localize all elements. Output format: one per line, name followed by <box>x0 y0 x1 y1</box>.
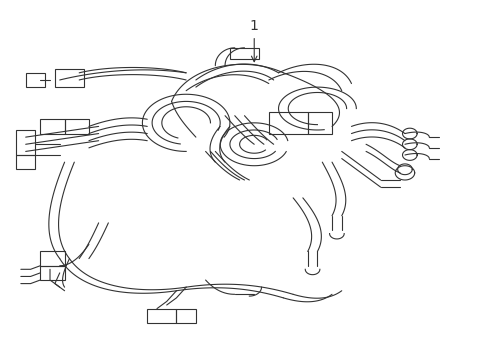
Bar <box>26 73 45 87</box>
Bar <box>16 130 35 155</box>
Bar <box>40 119 64 134</box>
Bar <box>307 112 331 134</box>
Text: 1: 1 <box>249 19 258 62</box>
Bar <box>40 266 64 280</box>
Bar <box>16 155 35 169</box>
Bar <box>229 48 259 59</box>
Bar <box>55 69 84 87</box>
Bar <box>176 309 196 323</box>
Bar <box>40 251 64 266</box>
Bar <box>64 119 89 134</box>
Bar <box>147 309 176 323</box>
Bar <box>268 112 307 134</box>
